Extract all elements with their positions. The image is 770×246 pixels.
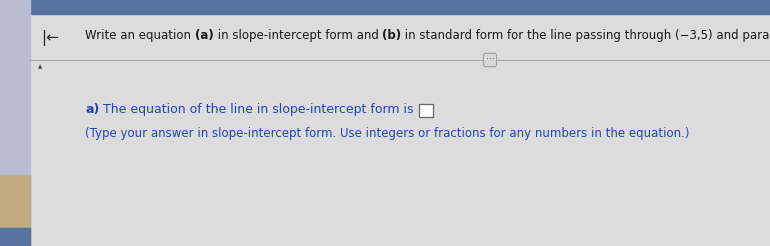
Bar [0, 0, 770, 14]
Text: (a): (a) [195, 30, 213, 43]
Text: The equation of the line in slope-intercept form is: The equation of the line in slope-interc… [99, 104, 418, 117]
Text: (b): (b) [382, 30, 401, 43]
Bar [0, 0, 30, 246]
Text: in slope-intercept form and: in slope-intercept form and [213, 30, 382, 43]
Text: (Type your answer in slope-intercept form. Use integers or fractions for any num: (Type your answer in slope-intercept for… [85, 126, 689, 139]
Bar [0, 175, 30, 246]
Text: Write an equation: Write an equation [85, 30, 195, 43]
Text: ▲: ▲ [38, 64, 42, 70]
Bar [0, 228, 30, 246]
Text: a): a) [85, 104, 99, 117]
Bar [419, 104, 433, 117]
Text: ···: ··· [486, 56, 494, 64]
Text: |←: |← [41, 30, 59, 46]
Text: in standard form for the line passing through (−3,5) and parallel to x + 4y = 7.: in standard form for the line passing th… [401, 30, 770, 43]
